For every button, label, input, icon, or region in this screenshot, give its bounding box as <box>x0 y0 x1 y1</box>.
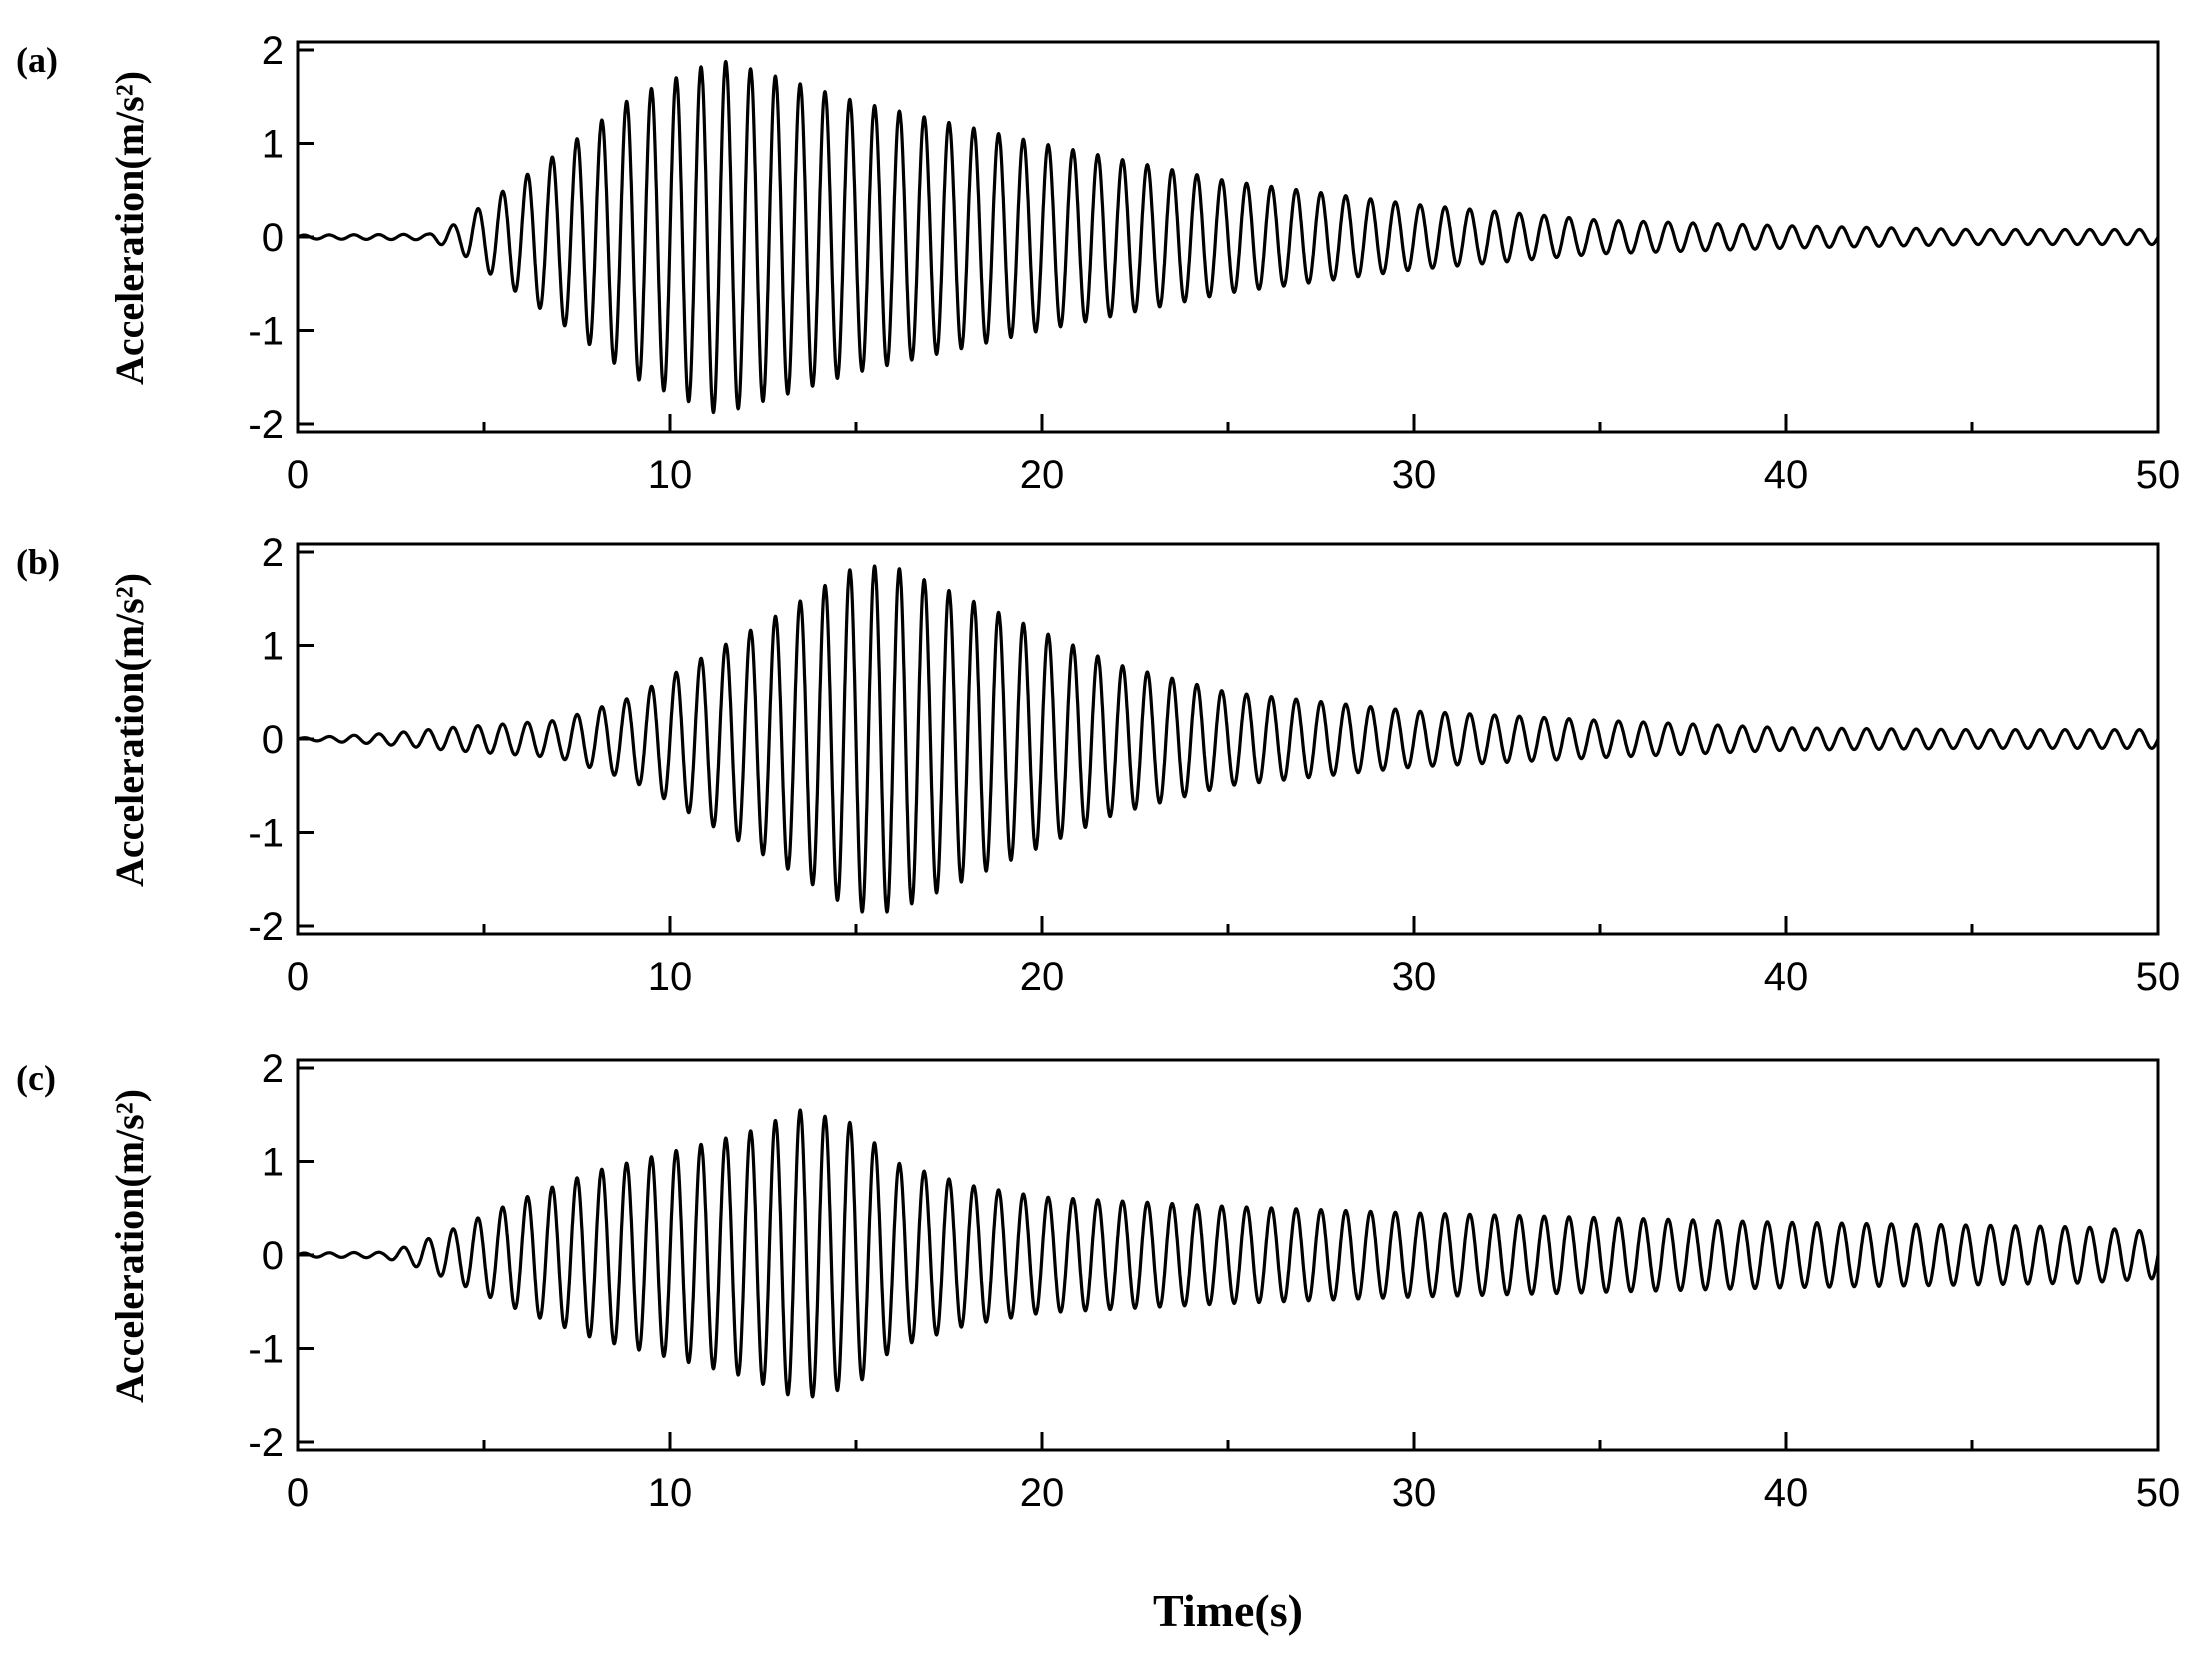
panel-a-x-tick-label: 50 <box>2136 453 2181 497</box>
panel-c-x-tick-label: 50 <box>2136 1471 2181 1515</box>
panel-c-acceleration-trace <box>296 1108 2160 1399</box>
panel-c-x-tick-label: 10 <box>648 1471 693 1515</box>
panel-b-y-tick-label: -1 <box>248 812 284 856</box>
panel-a-y-tick-label: 0 <box>262 216 284 260</box>
panel-a-y-tick-label: 2 <box>262 29 284 73</box>
panel-a-x-tick-label: 20 <box>1020 453 1065 497</box>
panel-b-x-tick-label: 20 <box>1020 955 1065 999</box>
panel-a-y-tick-label: 1 <box>262 123 284 167</box>
panel-b-y-tick-label: -2 <box>248 905 284 949</box>
panel-c-y-tick-label: -1 <box>248 1328 284 1372</box>
x-axis-label: Time(s) <box>1153 1585 1303 1636</box>
panel-c-x-tick-label: 30 <box>1392 1471 1437 1515</box>
panel-a-label: (a) <box>16 40 58 80</box>
panel-c-x-tick-label: 20 <box>1020 1471 1065 1515</box>
panel-b-y-tick-label: 2 <box>262 531 284 575</box>
panel-b-x-tick-label: 30 <box>1392 955 1437 999</box>
panel-a-x-tick-label: 30 <box>1392 453 1437 497</box>
panel-c-y-tick-label: 1 <box>262 1141 284 1185</box>
panel-c-y-tick-label: 0 <box>262 1234 284 1278</box>
panel-c-x-tick-label: 40 <box>1764 1471 1809 1515</box>
panel-c-frame <box>296 1058 2160 1452</box>
panel-b-x-tick-label: 10 <box>648 955 693 999</box>
panel-a-x-tick-label: 10 <box>648 453 693 497</box>
panel-c-x-tick-label: 0 <box>287 1471 309 1515</box>
panel-a-y-tick-label: -2 <box>248 403 284 447</box>
panel-b-y-axis-label: Acceleration(m/s²) <box>107 573 152 887</box>
panel-a-acceleration-trace <box>296 60 2160 415</box>
panel-c-y-tick-label: 2 <box>262 1047 284 1091</box>
panel-a-y-axis-label: Acceleration(m/s²) <box>107 71 152 385</box>
panel-b-label: (b) <box>16 542 60 582</box>
panel-b-x-tick-label: 0 <box>287 955 309 999</box>
panel-b-x-tick-label: 50 <box>2136 955 2181 999</box>
panel-a-x-tick-label: 40 <box>1764 453 1809 497</box>
panel-b-x-tick-label: 40 <box>1764 955 1809 999</box>
panel-b-y-tick-label: 0 <box>262 718 284 762</box>
panel-c-label: (c) <box>16 1058 56 1098</box>
panel-b-acceleration-trace <box>296 564 2160 914</box>
panel-b-frame <box>296 542 2160 936</box>
panel-a-x-tick-label: 0 <box>287 453 309 497</box>
panel-c-y-axis-label: Acceleration(m/s²) <box>107 1089 152 1403</box>
panel-a-y-tick-label: -1 <box>248 310 284 354</box>
panel-c-y-tick-label: -2 <box>248 1421 284 1465</box>
panel-a-frame <box>296 40 2160 434</box>
panel-b-y-tick-label: 1 <box>262 625 284 669</box>
